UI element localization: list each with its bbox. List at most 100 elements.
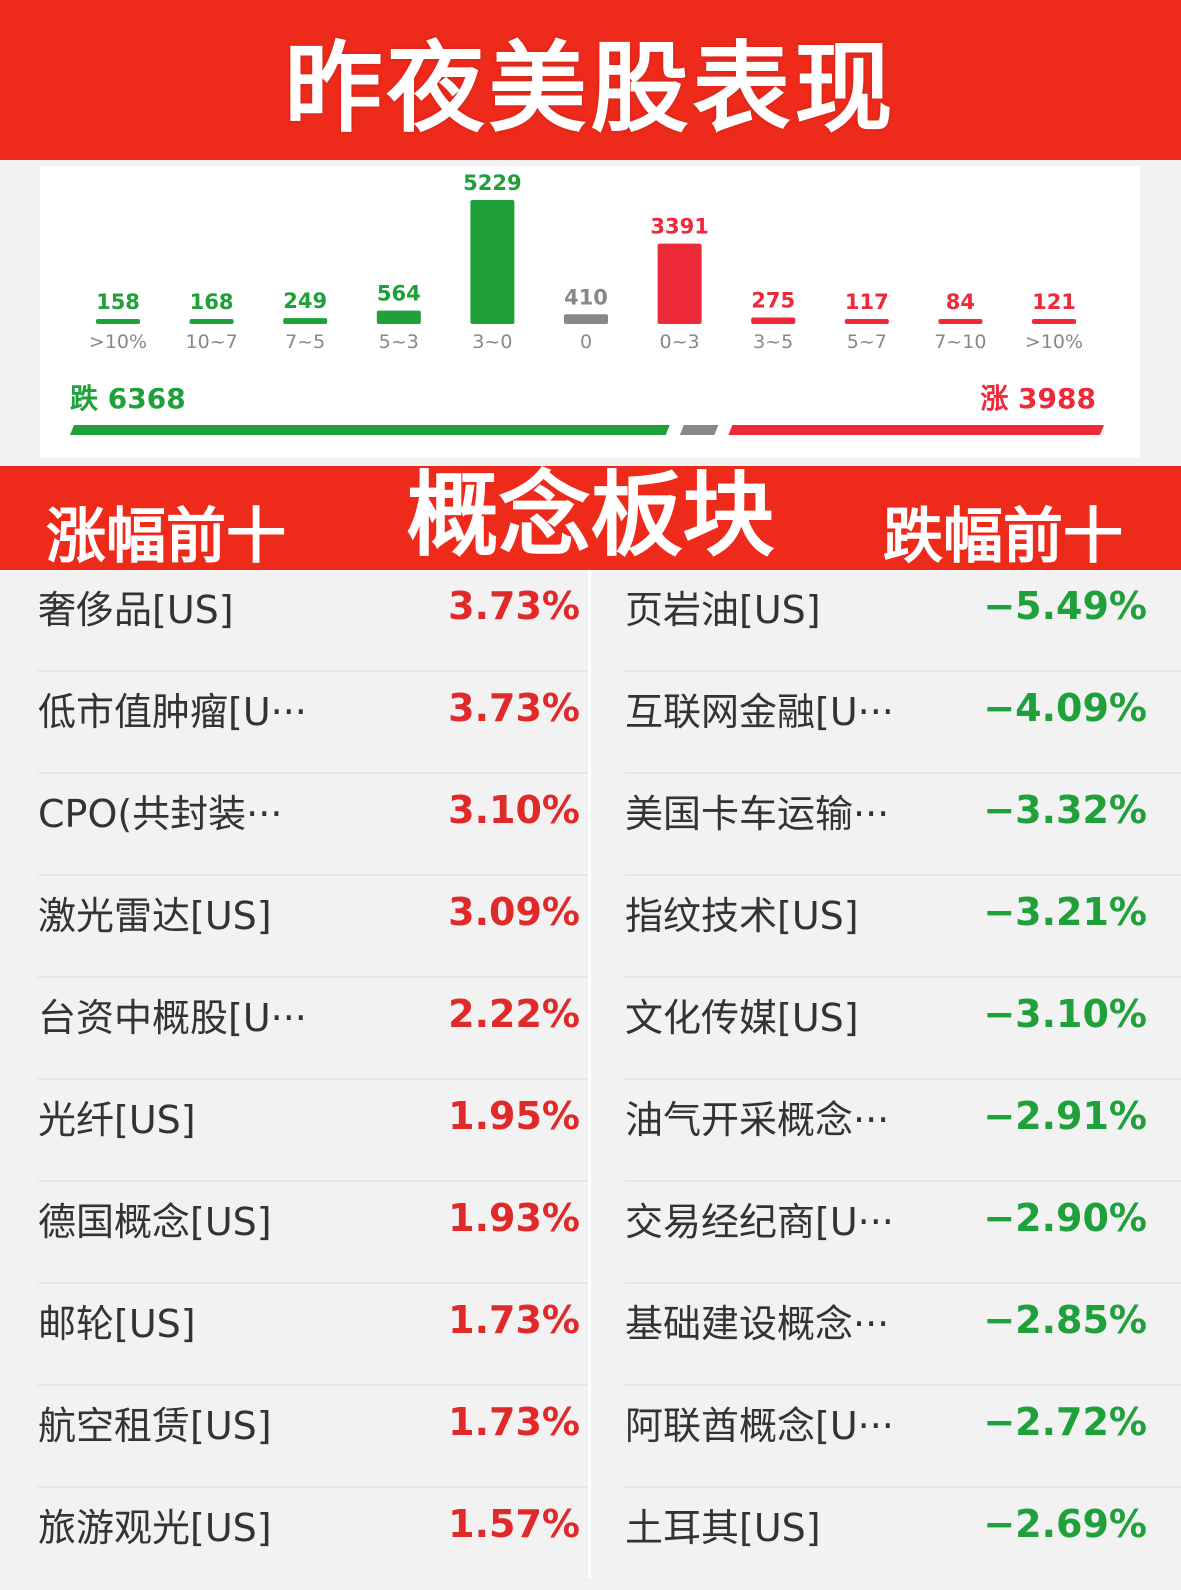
gainer-row[interactable]: 激光雷达[US] 3.09% — [0, 876, 588, 978]
gainer-pct: 3.09% — [448, 890, 580, 934]
category-label: 0 — [580, 331, 592, 353]
gainer-pct: 3.73% — [448, 686, 580, 730]
loser-row[interactable]: 油气开采概念··· −2.91% — [592, 1080, 1181, 1182]
down-total-label: 跌 6368 — [70, 382, 186, 415]
loser-name: 交易经纪商[U··· — [625, 1200, 894, 1244]
column-divider — [588, 570, 591, 1578]
loser-pct: −5.49% — [983, 584, 1147, 628]
category-label: 5~7 — [847, 331, 887, 353]
bar-value-label: 84 — [946, 290, 975, 314]
gainer-name: 光纤[US] — [38, 1098, 196, 1142]
loser-pct: −2.90% — [983, 1196, 1147, 1240]
loser-row[interactable]: 土耳其[US] −2.69% — [592, 1488, 1181, 1590]
bar-value-label: 249 — [283, 289, 327, 313]
loser-pct: −2.69% — [983, 1502, 1147, 1546]
gainer-name: 台资中概股[U··· — [38, 996, 307, 1040]
sector-tables: 奢侈品[US] 3.73% 低市值肿瘤[U··· 3.73% CPO(共封装··· 3.1… — [0, 570, 1181, 1578]
category-label: 5~3 — [379, 331, 419, 353]
loser-pct: −3.21% — [983, 890, 1147, 934]
gainer-row[interactable]: 旅游观光[US] 1.57% — [0, 1488, 588, 1590]
loser-pct: −3.32% — [983, 788, 1147, 832]
gainer-name: 邮轮[US] — [38, 1302, 196, 1346]
bar — [564, 314, 608, 324]
loser-name: 油气开采概念··· — [625, 1098, 890, 1142]
loser-name: 页岩油[US] — [625, 588, 821, 632]
loser-pct: −4.09% — [983, 686, 1147, 730]
row-separator — [625, 1486, 1181, 1488]
bar — [470, 200, 515, 324]
loser-pct: −2.91% — [983, 1094, 1147, 1138]
gainer-row[interactable]: 光纤[US] 1.95% — [0, 1080, 588, 1182]
bar — [376, 310, 421, 324]
category-label: >10% — [1025, 331, 1083, 353]
page-title: 昨夜美股表现 — [284, 32, 897, 146]
bar — [844, 319, 889, 324]
loser-pct: −2.72% — [983, 1400, 1147, 1444]
row-separator — [38, 976, 588, 978]
row-separator — [38, 670, 588, 672]
gainer-name: 旅游观光[US] — [38, 1506, 272, 1550]
gainer-pct: 1.95% — [448, 1094, 580, 1138]
category-label: 3~0 — [472, 331, 512, 353]
loser-pct: −3.10% — [983, 992, 1147, 1036]
loser-row[interactable]: 交易经纪商[U··· −2.90% — [592, 1182, 1181, 1284]
gainers-list: 奢侈品[US] 3.73% 低市值肿瘤[U··· 3.73% CPO(共封装··· 3.1… — [0, 570, 588, 1578]
loser-row[interactable]: 基础建设概念··· −2.85% — [592, 1284, 1181, 1386]
row-separator — [625, 1384, 1181, 1386]
bar — [1032, 319, 1076, 324]
loser-name: 基础建设概念··· — [625, 1302, 890, 1346]
distribution-chart-svg: 158 >10% 168 10~7 249 7~5 564 5~3 5229 3~0 410 0 339… — [70, 171, 1104, 435]
gainer-row[interactable]: 邮轮[US] 1.73% — [0, 1284, 588, 1386]
bar — [751, 317, 796, 324]
gainer-row[interactable]: 德国概念[US] 1.93% — [0, 1182, 588, 1284]
bar — [657, 243, 702, 324]
gainer-name: CPO(共封装··· — [38, 792, 283, 836]
loser-row[interactable]: 阿联酋概念[U··· −2.72% — [592, 1386, 1181, 1488]
down-ratio-bar — [70, 425, 670, 435]
row-separator — [625, 874, 1181, 876]
loser-row[interactable]: 指纹技术[US] −3.21% — [592, 876, 1181, 978]
section-banner: 涨幅前十 概念板块 跌幅前十 — [0, 466, 1181, 572]
loser-row[interactable]: 页岩油[US] −5.49% — [592, 570, 1181, 672]
bar-value-label: 275 — [751, 288, 795, 312]
loser-pct: −2.85% — [983, 1298, 1147, 1342]
loser-row[interactable]: 文化传媒[US] −3.10% — [592, 978, 1181, 1080]
gainer-row[interactable]: 低市值肿瘤[U··· 3.73% — [0, 672, 588, 774]
gainer-pct: 3.10% — [448, 788, 580, 832]
loser-row[interactable]: 互联网金融[U··· −4.09% — [592, 672, 1181, 774]
gainer-pct: 2.22% — [448, 992, 580, 1036]
bar-value-label: 3391 — [650, 215, 708, 239]
bar — [283, 318, 328, 324]
gainer-row[interactable]: 台资中概股[U··· 2.22% — [0, 978, 588, 1080]
gainer-name: 奢侈品[US] — [38, 588, 234, 632]
row-separator — [625, 1282, 1181, 1284]
loser-row[interactable]: 美国卡车运输··· −3.32% — [592, 774, 1181, 876]
row-separator — [38, 772, 588, 774]
row-separator — [38, 1282, 588, 1284]
category-label: 7~5 — [285, 331, 325, 353]
gainer-row[interactable]: 航空租赁[US] 1.73% — [0, 1386, 588, 1488]
title-banner: 昨夜美股表现 — [0, 0, 1181, 160]
row-separator — [625, 1180, 1181, 1182]
category-label: >10% — [89, 331, 147, 353]
gainer-pct: 1.57% — [448, 1502, 580, 1546]
bar-value-label: 168 — [190, 290, 234, 314]
row-separator — [625, 976, 1181, 978]
gainer-name: 航空租赁[US] — [38, 1404, 272, 1448]
gainer-pct: 1.93% — [448, 1196, 580, 1240]
up-total-label: 涨 3988 — [980, 382, 1096, 415]
row-separator — [38, 1078, 588, 1080]
gainer-row[interactable]: CPO(共封装··· 3.10% — [0, 774, 588, 876]
gainer-row[interactable]: 奢侈品[US] 3.73% — [0, 570, 588, 672]
loser-name: 土耳其[US] — [625, 1506, 821, 1550]
row-separator — [38, 1486, 588, 1488]
bar — [189, 319, 234, 324]
gainers-title: 涨幅前十 — [46, 502, 286, 572]
bar — [96, 319, 140, 324]
gainer-pct: 1.73% — [448, 1298, 580, 1342]
category-label: 10~7 — [186, 331, 238, 353]
bar-value-label: 158 — [96, 290, 140, 314]
distribution-chart: 158 >10% 168 10~7 249 7~5 564 5~3 5229 3~0 410 0 339… — [40, 166, 1140, 458]
losers-list: 页岩油[US] −5.49% 互联网金融[U··· −4.09% 美国卡车运输··· −3… — [592, 570, 1181, 1578]
row-separator — [625, 1078, 1181, 1080]
